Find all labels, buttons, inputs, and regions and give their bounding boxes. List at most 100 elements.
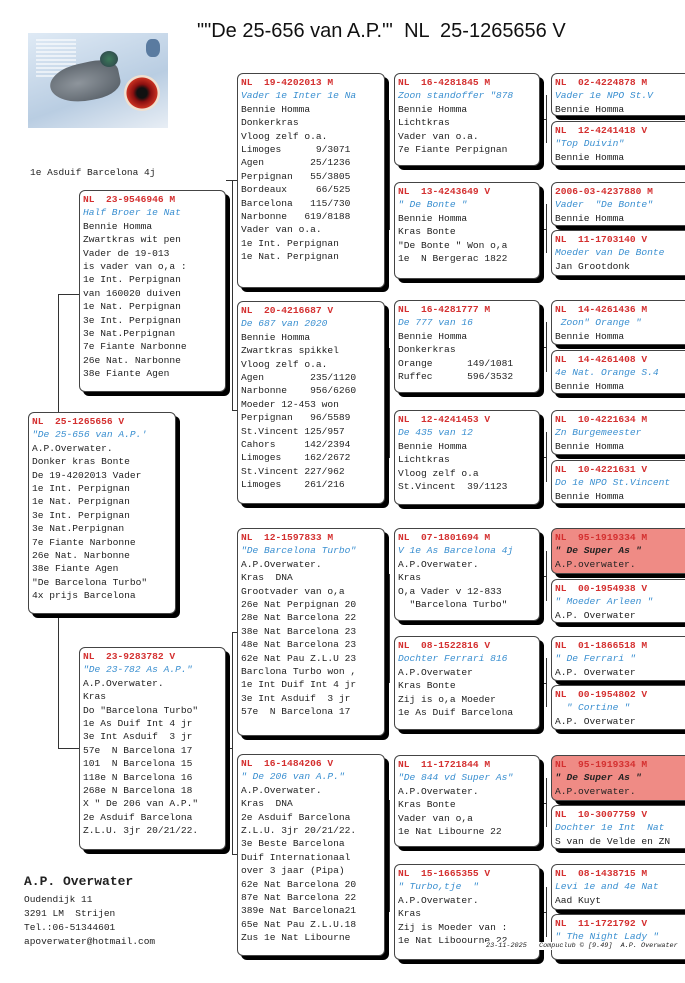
pigeon-card-g7[interactable]: NL 10-4221634 M Zn Burgemeester Bennie Hom… — [551, 410, 685, 455]
ring-number: NL 16-1484206 V — [241, 758, 334, 769]
pedigree-detail-line: 62e Nat Pau Z.L.U 23 — [241, 652, 357, 664]
pigeon-name: " Moeder Arleen " — [555, 596, 653, 608]
pigeon-card-ddd[interactable]: NL 15-1665355 V " Turbo,tje " A.P.Overwate… — [394, 864, 540, 960]
pedigree-detail-line: Moeder 12-453 won — [241, 398, 339, 410]
pedigree-detail-line: 118e N Barcelona 16 — [83, 771, 193, 783]
pigeon-card-ss[interactable]: NL 19-4202013 M Vader 1e Inter 1e Na Benni… — [237, 73, 385, 288]
pedigree-detail-line: 1e Int Duif Int 4 jr — [241, 679, 357, 691]
ring-number: NL 10-4221631 V — [555, 464, 648, 475]
pedigree-detail-line: A.P.overwater. — [555, 785, 636, 797]
pedigree-detail-line: 268e N Barcelona 18 — [83, 785, 193, 797]
pedigree-detail-line: 26e Nat Perpignan 20 — [241, 599, 357, 611]
pigeon-card-subject[interactable]: NL 25-1265656 V "De 25-656 van A.P.' A.P.O… — [28, 412, 176, 614]
pigeon-card-g12[interactable]: NL 00-1954802 V " Cortine " A.P. Overwate… — [551, 685, 685, 730]
pigeon-card-dss[interactable]: NL 07-1801694 M V 1e As Barcelona 4j A.P.O… — [394, 528, 540, 621]
connector-line — [385, 628, 389, 630]
pigeon-name: Do 1e NPO St.Vincent — [555, 477, 671, 489]
pigeon-card-sss[interactable]: NL 16-4281845 M Zoon standoffer "878 Benni… — [394, 73, 540, 166]
ring-number: NL 01-1866518 M — [555, 640, 648, 651]
pigeon-card-g9[interactable]: NL 95-1919334 M " De Super As " A.P.overwa… — [551, 528, 685, 574]
pigeon-name: Vader "De Bonte" — [555, 199, 653, 211]
pigeon-card-g13[interactable]: NL 95-1919334 M " De Super As " A.P.overwa… — [551, 755, 685, 801]
pedigree-detail-line: Grootvader van o,a — [241, 585, 345, 597]
pigeon-card-sds[interactable]: NL 16-4281777 M De 777 van 16 Bennie Homma… — [394, 300, 540, 393]
ring-number: NL 00-1954938 V — [555, 583, 648, 594]
owner-address: Oudendijk 11 — [24, 894, 93, 905]
pigeon-name: " Cortine " — [555, 702, 630, 714]
pedigree-detail-line: Kras Bonte — [398, 226, 456, 238]
connector-line — [540, 119, 546, 120]
pedigree-detail-line: Bennie Homma — [555, 212, 625, 224]
pedigree-detail-line: Limoges 9/3071 — [241, 144, 351, 156]
pigeon-card-g6[interactable]: NL 14-4261408 V 4e Nat. Orange S.4 Bennie … — [551, 350, 685, 394]
pedigree-detail-line: Bennie Homma — [555, 380, 625, 392]
pigeon-card-g15[interactable]: NL 08-1438715 M Levi 1e and 4e Nat Aad Kuy… — [551, 864, 685, 910]
pedigree-detail-line: Bennie Homma — [83, 220, 153, 232]
pedigree-detail-line: 28e Nat Barcelona 22 — [241, 612, 357, 624]
ring-number: NL 02-4224878 M — [555, 77, 648, 88]
pedigree-detail-line: 3e Int. Perpignan — [32, 509, 130, 521]
connector-line — [546, 204, 547, 253]
pigeon-card-g2[interactable]: NL 12-4241418 V "Top Duivin" Bennie Homma — [551, 121, 685, 166]
pigeon-card-g1[interactable]: NL 02-4224878 M Vader 1e NPO St.V Bennie H… — [551, 73, 685, 116]
connector-line — [232, 410, 237, 411]
pedigree-detail-line: Bordeaux 66/525 — [241, 184, 351, 196]
pedigree-detail-line: Limoges 261/216 — [241, 479, 345, 491]
ring-number: NL 12-4241453 V — [398, 414, 491, 425]
pedigree-detail-line: Cahors 142/2394 — [241, 439, 351, 451]
pigeon-card-g10[interactable]: NL 00-1954938 V " Moeder Arleen " A.P. Ove… — [551, 579, 685, 623]
pedigree-detail-line: Ruffec 596/3532 — [398, 371, 514, 383]
pigeon-card-dds[interactable]: NL 11-1721844 M "De 844 vd Super As" A.P.O… — [394, 755, 540, 847]
ring-number: NL 11-1721844 M — [398, 759, 491, 770]
ring-number: NL 08-1438715 M — [555, 868, 648, 879]
ring-number: NL 20-4216687 V — [241, 305, 334, 316]
pigeon-name: Zn Burgemeester — [555, 427, 642, 439]
pedigree-detail-line: 389e Nat Barcelona21 — [241, 905, 357, 917]
pedigree-detail-line: St.Vincent 125/957 — [241, 425, 345, 437]
pedigree-detail-line: De 19-4202013 Vader — [32, 469, 142, 481]
pedigree-detail-line: 1e N Bergerac 1822 — [398, 253, 508, 265]
pigeon-card-g8[interactable]: NL 10-4221631 V Do 1e NPO St.Vincent Benni… — [551, 460, 685, 504]
pedigree-detail-line: Zwartkras spikkel — [241, 345, 339, 357]
connector-line — [540, 347, 546, 348]
pigeon-card-d[interactable]: NL 23-9283782 V "De 23-782 As A.P." A.P.Ov… — [79, 647, 226, 850]
connector-line — [540, 802, 546, 804]
pedigree-detail-line: is vader van o,a : — [83, 261, 187, 273]
pigeon-card-g14[interactable]: NL 10-3007759 V Dochter 1e Int Nat S van d… — [551, 805, 685, 849]
pedigree-detail-line: Bennie Homma — [398, 330, 468, 342]
connector-line — [385, 856, 389, 857]
pigeon-card-g16[interactable]: NL 11-1721792 V " The Night Lady " — [551, 914, 685, 960]
pedigree-detail-line: 38e Nat Barcelona 23 — [241, 625, 357, 637]
pigeon-name: " The Night Lady " — [555, 931, 659, 943]
pigeon-card-ssd[interactable]: NL 13-4243649 V " De Bonte " Bennie Homma K… — [394, 182, 540, 279]
pedigree-detail-line: Z.L.U. 3jr 20/21/22. — [241, 825, 357, 837]
ring-number: NL 08-1522816 V — [398, 640, 491, 651]
pedigree-detail-line: Kras Bonte — [398, 799, 456, 811]
pedigree-detail-line: Vader van o.a. — [398, 130, 479, 142]
pigeon-card-dd[interactable]: NL 16-1484206 V " De 206 van A.P." A.P.Ove… — [237, 754, 385, 956]
ring-number: 2006-03-4237880 M — [555, 186, 653, 197]
pigeon-card-ds[interactable]: NL 12-1597833 M "De Barcelona Turbo" A.P.O… — [237, 528, 385, 736]
ring-number: NL 16-4281777 M — [398, 304, 491, 315]
pigeon-card-sd[interactable]: NL 20-4216687 V De 687 van 2020 Bennie Hom… — [237, 301, 385, 504]
pigeon-card-g4[interactable]: NL 11-1703140 V Moeder van De Bonte Jan Gr… — [551, 230, 685, 276]
pigeon-name: Vader 1e Inter 1e Na — [241, 90, 357, 102]
pedigree-detail-line: A.P.overwater. — [555, 558, 636, 570]
pigeon-name: De 435 van 12 — [398, 427, 473, 439]
pedigree-detail-line: 101 N Barcelona 15 — [83, 758, 193, 770]
owner-email[interactable]: apoverwater@hotmail.com — [24, 936, 156, 947]
pigeon-card-dsd[interactable]: NL 08-1522816 V Dochter Ferrari 816 A.P.Ov… — [394, 636, 540, 730]
pigeon-head-graphic — [100, 51, 118, 67]
pedigree-detail-line: 3e Nat.Perpignan — [32, 523, 125, 535]
pigeon-card-s[interactable]: NL 23-9546946 M Half Broer 1e Nat Bennie H… — [79, 190, 226, 392]
pedigree-detail-line: 1e Nat Libourne 22 — [398, 826, 502, 838]
pedigree-detail-line: A.P.Overwater — [398, 666, 473, 678]
ring-number: NL 00-1954802 V — [555, 689, 648, 700]
pigeon-card-g3[interactable]: 2006-03-4237880 M Vader "De Bonte" Bennie … — [551, 182, 685, 226]
pigeon-card-sdd[interactable]: NL 12-4241453 V De 435 van 12 Bennie Homma… — [394, 410, 540, 505]
pedigree-detail-line: Bennie Homma — [555, 440, 625, 452]
ring-number: NL 13-4243649 V — [398, 186, 491, 197]
pedigree-detail-line: 38e Fiante Agen — [83, 368, 170, 380]
pigeon-card-g5[interactable]: NL 14-4261436 M Zoon" Orange " Bennie Hom… — [551, 300, 685, 345]
pigeon-card-g11[interactable]: NL 01-1866518 M " De Ferrari " A.P. Overwa… — [551, 636, 685, 681]
